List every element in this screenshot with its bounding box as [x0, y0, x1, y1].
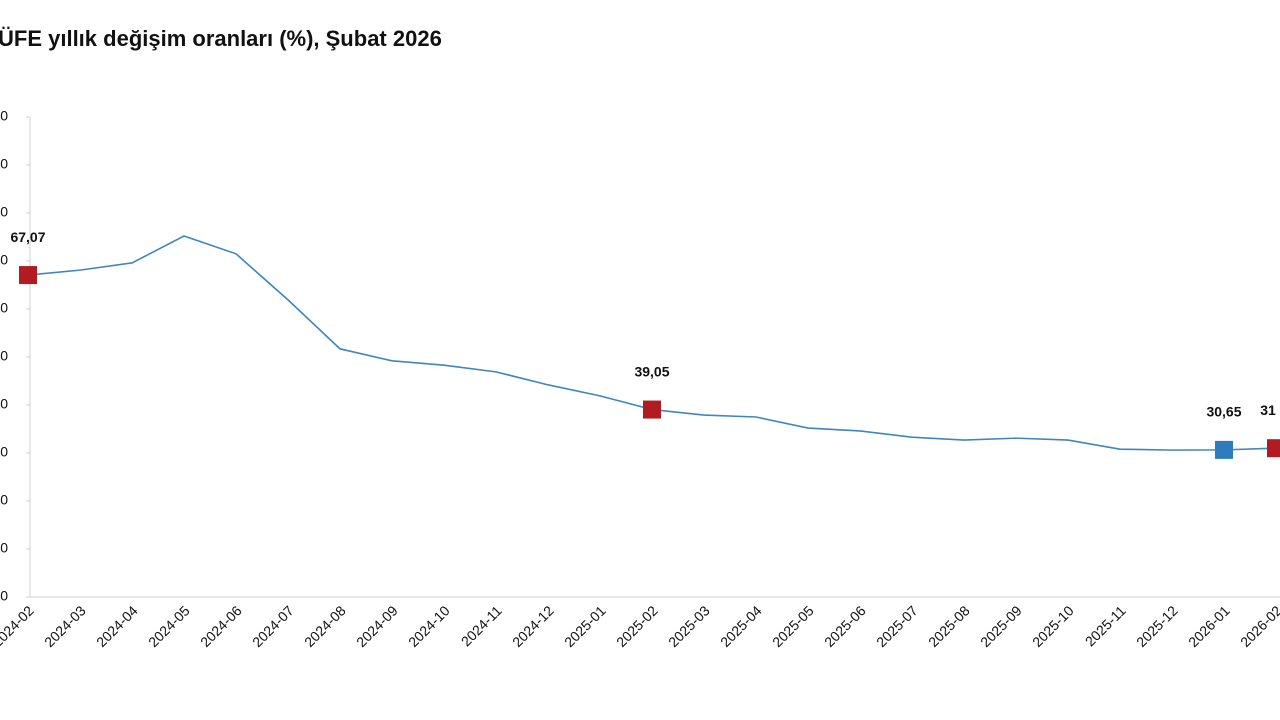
x-tick-label: 2025-12: [1133, 602, 1181, 650]
value-label: 31: [1260, 402, 1276, 418]
x-tick-label: 2025-11: [1082, 602, 1129, 649]
y-tick-label: 40: [0, 396, 8, 412]
y-tick-label: 90: [0, 156, 8, 172]
y-tick-label: 60: [0, 300, 8, 316]
value-label: 30,65: [1206, 404, 1241, 420]
x-tick-label: 2025-03: [665, 602, 713, 650]
x-tick-label: 2024-06: [197, 602, 245, 650]
y-tick-label: 80: [0, 204, 8, 220]
marker: [643, 400, 661, 419]
x-tick-label: 2024-10: [405, 602, 453, 650]
x-tick-label: 2024-12: [509, 602, 557, 650]
x-tick-label: 2025-04: [717, 602, 765, 650]
x-tick-label: 2026-02: [1237, 602, 1280, 650]
marker: [1215, 440, 1233, 459]
x-tick-label: 2024-09: [353, 602, 401, 650]
y-tick-label: 100: [0, 108, 8, 124]
x-tick-label: 2025-06: [821, 602, 869, 650]
y-tick-label: 20: [0, 492, 8, 508]
marker: [1267, 439, 1280, 458]
x-tick-label: 2024-11: [458, 602, 505, 649]
x-tick-label: 2025-01: [561, 602, 609, 650]
value-label: 39,05: [634, 363, 669, 379]
y-tick-label: 70: [0, 252, 8, 268]
x-tick-label: 2026-01: [1185, 602, 1233, 650]
x-tick-label: 2024-02: [0, 602, 37, 650]
y-tick-label: 0: [0, 588, 8, 604]
x-tick-label: 2025-10: [1029, 602, 1077, 650]
x-tick-label: 2024-04: [93, 602, 141, 650]
value-label: 67,07: [10, 229, 45, 245]
x-tick-label: 2024-08: [301, 602, 349, 650]
x-tick-label: 2025-02: [613, 602, 661, 650]
x-tick-label: 2025-05: [769, 602, 817, 650]
x-tick-label: 2024-03: [41, 602, 89, 650]
x-tick-label: 2025-08: [925, 602, 973, 650]
x-tick-label: 2025-07: [873, 602, 921, 650]
y-tick-label: 10: [0, 540, 8, 556]
y-tick-label: 50: [0, 348, 8, 364]
x-tick-label: 2024-05: [145, 602, 193, 650]
chart-title: ÜFE yıllık değişim oranları (%), Şubat 2…: [0, 26, 442, 51]
marker: [19, 266, 37, 285]
y-tick-label: 30: [0, 444, 8, 460]
x-tick-label: 2025-09: [977, 602, 1025, 650]
x-tick-label: 2024-07: [249, 602, 297, 650]
